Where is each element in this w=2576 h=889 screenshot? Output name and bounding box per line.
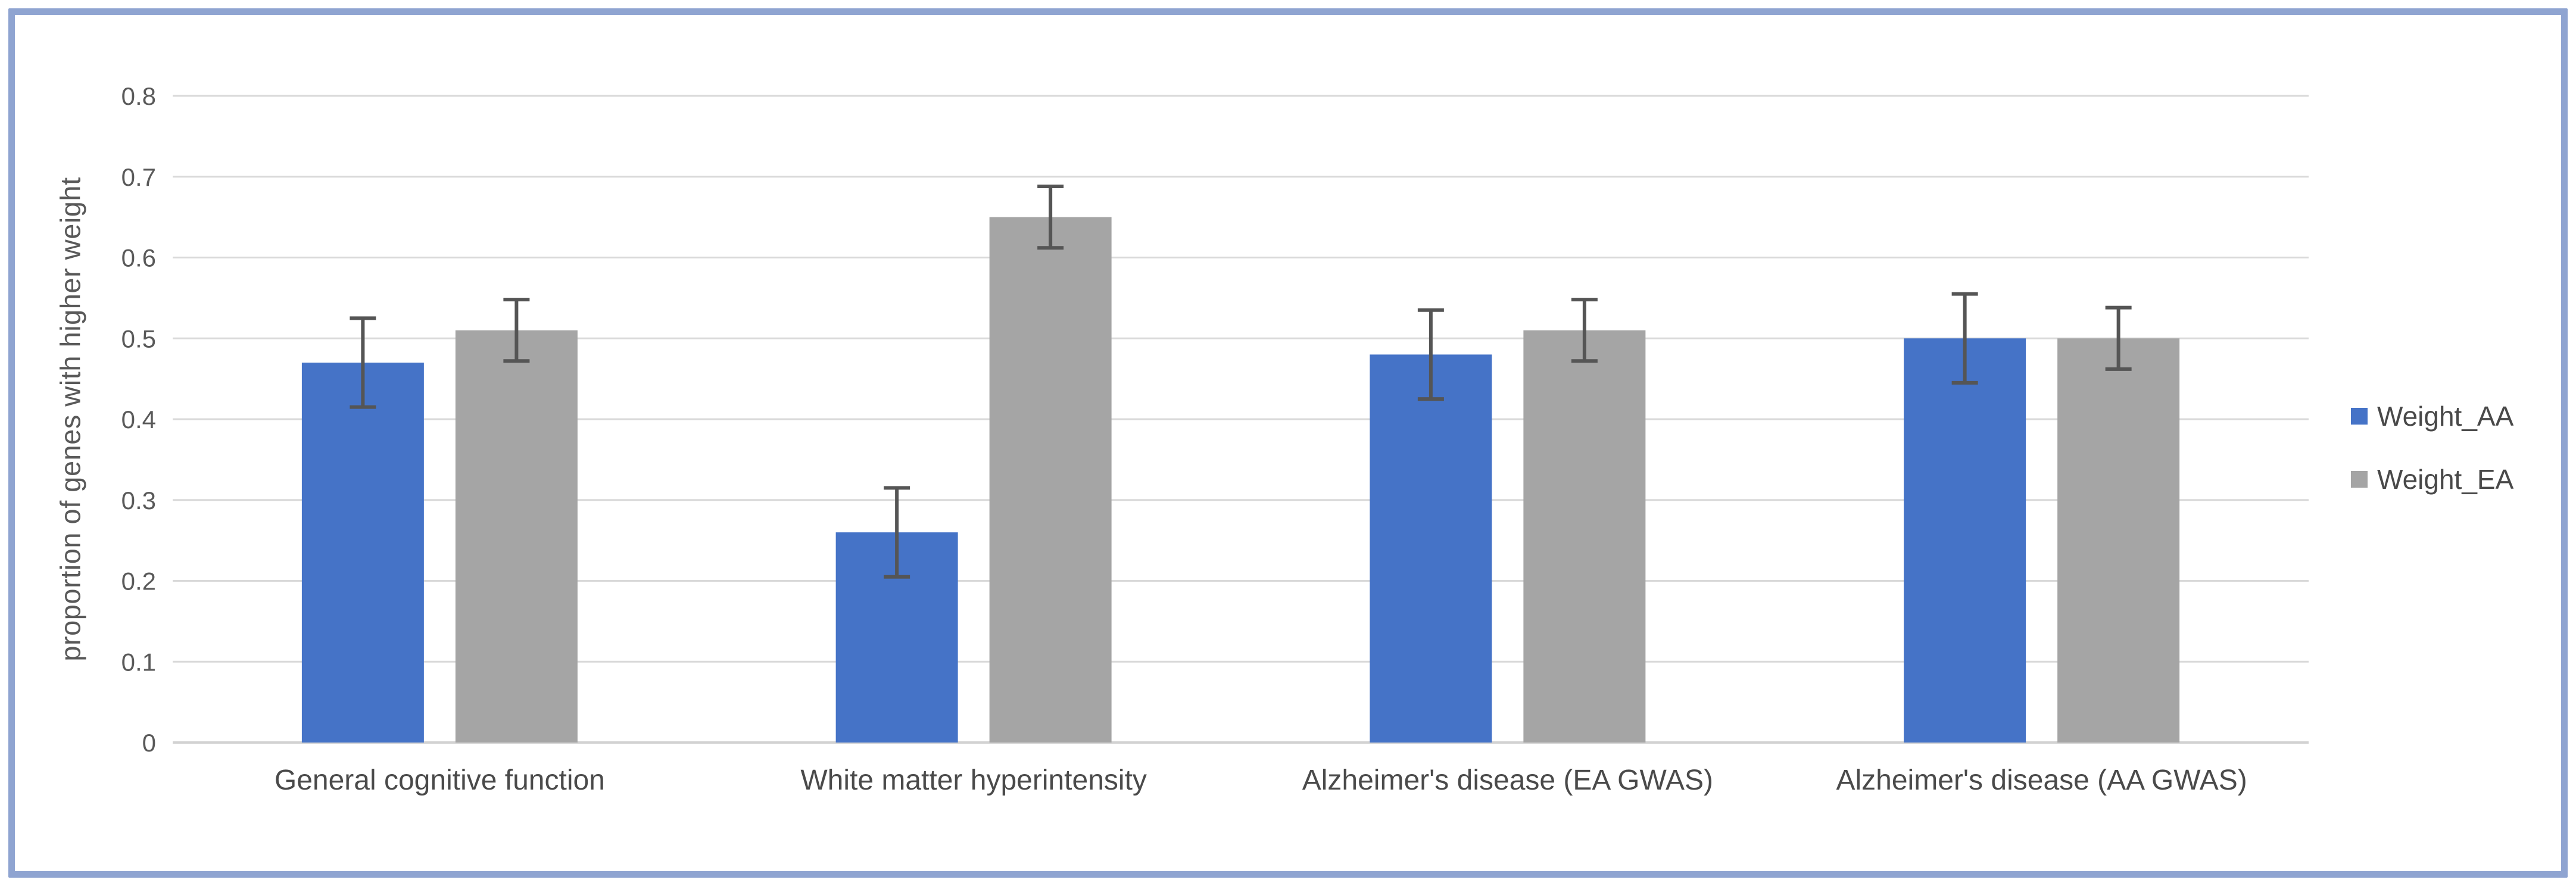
bar-weight_ea-0 bbox=[455, 330, 578, 743]
legend: Weight_AA Weight_EA bbox=[2351, 400, 2513, 495]
legend-swatch-icon bbox=[2351, 408, 2368, 425]
x-category-label: Alzheimer's disease (AA GWAS) bbox=[1836, 765, 2247, 796]
bar-weight_aa-0 bbox=[301, 362, 424, 743]
legend-swatch-icon bbox=[2351, 471, 2368, 488]
y-tick-label: 0.6 bbox=[121, 244, 156, 272]
y-tick-label: 0.2 bbox=[121, 567, 156, 595]
y-tick-label: 0.8 bbox=[121, 82, 156, 110]
x-category-label: General cognitive function bbox=[275, 765, 605, 796]
y-tick-label: 0.1 bbox=[121, 648, 156, 676]
legend-label: Weight_EA bbox=[2377, 464, 2514, 495]
y-tick-label: 0.3 bbox=[121, 486, 156, 514]
y-tick-label: 0 bbox=[142, 729, 156, 757]
legend-item-weight_aa: Weight_AA bbox=[2351, 400, 2513, 432]
y-tick-label: 0.5 bbox=[121, 325, 156, 353]
y-tick-label: 0.4 bbox=[121, 405, 156, 433]
bar-weight_aa-3 bbox=[1904, 338, 2026, 743]
x-category-label: Alzheimer's disease (EA GWAS) bbox=[1302, 765, 1713, 796]
x-category-label: White matter hyperintensity bbox=[800, 765, 1147, 796]
legend-item-weight_ea: Weight_EA bbox=[2351, 463, 2513, 495]
legend-label: Weight_AA bbox=[2377, 401, 2514, 432]
bar-weight_ea-3 bbox=[2057, 338, 2180, 743]
bar-weight_aa-2 bbox=[1370, 354, 1492, 743]
bar-weight_ea-2 bbox=[1523, 330, 1646, 743]
bar-weight_ea-1 bbox=[989, 217, 1112, 743]
y-axis-title: proportion of genes with higher weight bbox=[54, 177, 86, 662]
y-tick-label: 0.7 bbox=[121, 163, 156, 191]
